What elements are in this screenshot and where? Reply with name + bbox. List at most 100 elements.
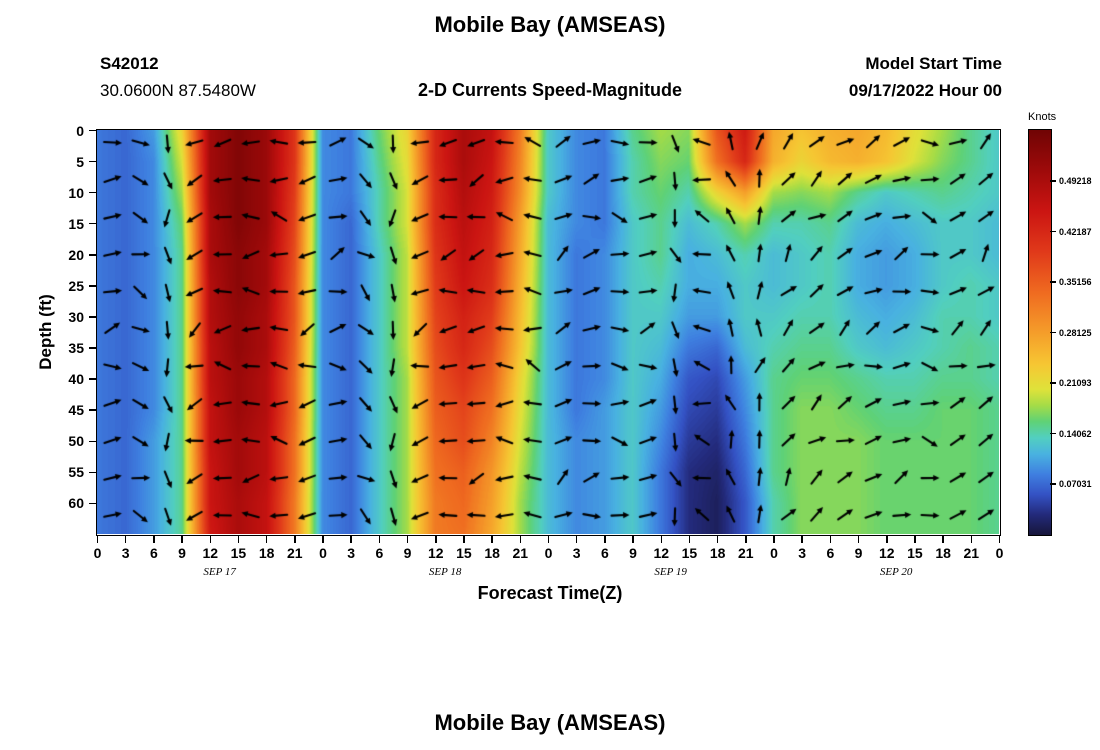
x-tick	[688, 536, 691, 543]
x-tick-label: 0	[93, 545, 102, 561]
model-start-label: Model Start Time	[865, 54, 1002, 73]
x-tick-label: 0	[319, 545, 327, 561]
station-id: S42012	[100, 54, 159, 73]
colorbar-tick	[1050, 281, 1056, 283]
x-tick	[96, 536, 99, 543]
y-tick-label: 45	[68, 402, 84, 419]
x-tick-label: 9	[178, 545, 186, 561]
x-tick-label: 12	[878, 545, 895, 561]
x-tick	[350, 536, 352, 543]
x-tick-label: 21	[512, 545, 529, 561]
x-tick-label: 12	[202, 545, 219, 561]
x-tick	[773, 536, 775, 543]
colorbar-tick	[1050, 432, 1056, 435]
colorbar-title: Knots	[1028, 111, 1057, 123]
x-tick	[716, 536, 719, 543]
colorbar-tick	[1050, 230, 1056, 233]
y-tick	[89, 378, 96, 380]
colorbar-tick-label: 0.49218	[1059, 176, 1092, 186]
x-axis-tick-labels: 0 3 6 9 12 15 18 21 0 3 6 9 12 15 18 21 0 3 6 9 12 15 18 21 0 3 6 9…	[94, 545, 1004, 561]
x-tick-label: 9	[629, 545, 637, 561]
x-day-label: SEP 18	[428, 566, 462, 578]
x-tick	[942, 536, 944, 543]
x-tick-label: 3	[572, 545, 581, 561]
x-tick	[237, 536, 240, 543]
x-tick-label: 18	[709, 545, 726, 561]
y-tick	[89, 191, 96, 194]
y-tick-label: 50	[68, 433, 84, 450]
x-tick	[745, 536, 747, 543]
x-tick	[463, 536, 465, 543]
x-tick-label: 9	[403, 545, 412, 561]
x-tick-label: 12	[653, 545, 670, 561]
x-tick-label: 21	[963, 545, 980, 561]
x-tick-label: 3	[121, 545, 130, 561]
y-tick	[89, 160, 96, 163]
y-tick-label: 40	[68, 371, 84, 388]
chart-title: Mobile Bay (AMSEAS)	[434, 12, 666, 37]
x-tick-label: 21	[287, 545, 303, 561]
x-tick-label: 15	[456, 545, 472, 561]
y-tick-label: 0	[76, 122, 84, 139]
x-tick	[575, 536, 578, 543]
x-tick-label: 12	[427, 545, 444, 561]
y-tick-label: 5	[76, 153, 84, 170]
x-tick	[604, 536, 606, 543]
y-axis-ticks	[89, 129, 96, 535]
y-tick-label: 55	[68, 464, 84, 481]
x-tick	[857, 536, 860, 543]
x-tick	[886, 536, 888, 543]
station-coordinates: 30.0600N 87.5480W	[100, 81, 256, 100]
x-tick-label: 6	[375, 545, 384, 561]
x-tick	[153, 536, 155, 543]
colorbar-tick	[1050, 483, 1056, 485]
x-tick-label: 6	[826, 545, 835, 561]
y-tick-label: 30	[68, 308, 84, 325]
y-axis-tick-labels: 0 5 10 15 20 25 30 35 40 45 50 55 60	[38, 123, 84, 535]
x-tick-label: 0	[544, 545, 553, 561]
x-day-label: SEP 20	[879, 566, 913, 578]
colorbar-tick-label: 0.42187	[1059, 226, 1092, 237]
x-tick	[378, 536, 381, 543]
x-day-label: SEP 17	[203, 566, 236, 578]
x-tick-label: 18	[484, 545, 500, 561]
heatmap-canvas	[97, 130, 999, 534]
y-tick-label: 25	[68, 277, 84, 294]
x-tick-label: 18	[258, 545, 275, 561]
y-tick	[89, 129, 96, 132]
x-tick	[547, 536, 550, 543]
y-tick	[89, 502, 96, 505]
x-tick	[519, 536, 522, 543]
y-tick	[89, 347, 96, 349]
y-axis-label: Depth (ft)	[36, 294, 55, 370]
colorbar-tick	[1050, 382, 1056, 384]
x-tick-label: 15	[681, 545, 698, 561]
x-tick	[632, 536, 634, 543]
x-tick-label: 3	[347, 545, 356, 561]
colorbar-tick-label: 0.21093	[1059, 378, 1092, 388]
x-tick-label: 0	[770, 545, 778, 561]
x-tick	[970, 536, 973, 543]
model-start-value: 09/17/2022 Hour 00	[848, 81, 1002, 100]
y-tick-label: 10	[68, 184, 84, 201]
x-tick	[181, 536, 183, 543]
plot-subtitle: 2-D Currents Speed-Magnitude	[417, 80, 683, 100]
x-day-label: SEP 19	[654, 566, 687, 578]
colorbar-tick-label: 0.28125	[1059, 327, 1092, 338]
x-tick-label: 18	[935, 545, 951, 561]
x-tick-label: 15	[907, 545, 923, 561]
colorbar-tick-label: 0.07031	[1059, 479, 1092, 489]
colorbar-tick	[1050, 331, 1056, 334]
x-tick	[294, 536, 296, 543]
x-axis-day-labels: SEP 17 SEP 18 SEP 19 SEP 20	[98, 566, 1000, 578]
x-tick	[406, 536, 409, 543]
y-tick	[89, 285, 96, 287]
y-tick	[89, 471, 96, 474]
x-tick-label: 15	[230, 545, 247, 561]
x-tick	[998, 536, 1001, 543]
y-tick	[89, 440, 96, 443]
next-chart-title: Mobile Bay (AMSEAS)	[434, 710, 666, 735]
x-axis-label: Forecast Time(Z)	[477, 583, 623, 603]
x-tick-label: 6	[149, 545, 158, 561]
colorbar	[1028, 129, 1052, 536]
